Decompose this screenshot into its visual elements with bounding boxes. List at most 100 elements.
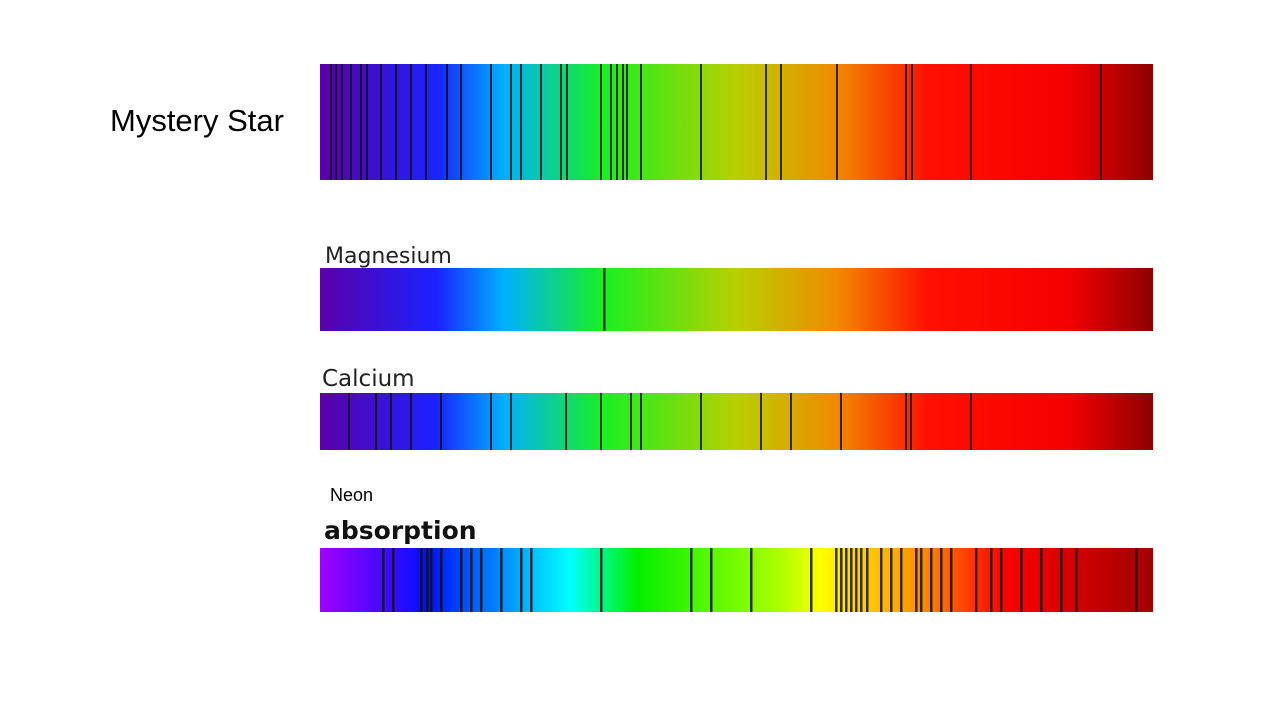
spectral-line — [1135, 548, 1138, 612]
spectral-line — [905, 393, 907, 450]
spectral-line — [600, 64, 602, 180]
spectral-line — [1040, 548, 1043, 612]
spectral-line — [460, 64, 462, 180]
spectral-line — [790, 393, 792, 450]
spectral-line — [560, 64, 562, 180]
spectral-line — [810, 548, 813, 612]
spectral-line — [600, 393, 602, 450]
spectral-line — [366, 64, 368, 180]
spectral-line — [910, 393, 912, 450]
spectral-line — [603, 268, 606, 331]
spectrum-sublabel: absorption — [324, 516, 477, 545]
spectral-line — [750, 548, 753, 612]
spectral-line — [930, 548, 933, 612]
spectral-line — [335, 64, 337, 180]
spectral-line — [940, 548, 943, 612]
magnesium-spectrum — [320, 268, 1153, 331]
mystery-label: Mystery Star — [110, 103, 284, 138]
spectral-line — [640, 393, 642, 450]
spectral-line — [565, 393, 567, 450]
spectral-line — [710, 548, 713, 612]
spectral-line — [341, 64, 343, 180]
spectral-line — [905, 64, 907, 180]
spectral-line — [392, 548, 395, 612]
spectral-line — [520, 64, 522, 180]
spectral-line — [845, 548, 848, 612]
neon-spectrum — [320, 548, 1153, 612]
spectral-line — [566, 64, 568, 180]
spectral-line — [765, 64, 767, 180]
spectral-line — [890, 548, 893, 612]
spectral-line — [640, 64, 642, 180]
spectral-line — [850, 548, 853, 612]
spectral-line — [840, 548, 843, 612]
spectral-line — [760, 393, 762, 450]
spectral-line — [626, 64, 628, 180]
spectral-line — [510, 393, 512, 450]
spectral-line — [510, 64, 512, 180]
spectral-line — [380, 64, 382, 180]
spectral-line — [700, 393, 702, 450]
spectral-line — [970, 393, 972, 450]
spectral-line — [630, 393, 632, 450]
spectral-line — [622, 64, 624, 180]
spectrum-label: Neon — [330, 485, 373, 505]
spectral-line — [470, 548, 473, 612]
spectral-line — [860, 548, 863, 612]
spectral-line — [1020, 548, 1023, 612]
spectral-line — [520, 548, 523, 612]
spectral-line — [990, 548, 993, 612]
spectral-line — [350, 64, 352, 180]
spectral-line — [410, 393, 412, 450]
spectral-line — [1000, 548, 1003, 612]
spectral-line — [390, 393, 392, 450]
spectral-line — [420, 548, 423, 612]
spectrum-label: Magnesium — [325, 244, 452, 269]
spectral-line — [920, 548, 923, 612]
spectral-line — [610, 64, 612, 180]
spectral-line — [835, 548, 838, 612]
spectral-line — [430, 548, 433, 612]
spectral-line — [446, 64, 448, 180]
spectral-line — [975, 548, 978, 612]
spectral-line — [840, 393, 842, 450]
spectral-line — [970, 64, 972, 180]
spectral-line — [1060, 548, 1063, 612]
spectral-line — [330, 64, 332, 180]
spectral-line — [426, 548, 429, 612]
spectral-line — [382, 548, 385, 612]
spectrum-label: Calcium — [322, 366, 415, 392]
spectral-line — [375, 393, 377, 450]
spectral-line — [440, 548, 443, 612]
spectral-line — [780, 64, 782, 180]
spectral-line — [530, 548, 533, 612]
spectral-line — [700, 64, 702, 180]
spectral-line — [616, 64, 618, 180]
spectral-line — [540, 64, 542, 180]
spectral-line — [480, 548, 483, 612]
spectral-line — [460, 548, 463, 612]
spectral-line — [866, 548, 869, 612]
spectral-line — [690, 548, 693, 612]
spectral-line — [440, 393, 442, 450]
spectral-line — [425, 64, 427, 180]
spectral-line — [915, 548, 918, 612]
spectral-line — [855, 548, 858, 612]
spectral-line — [1100, 64, 1102, 180]
star-spectrum — [320, 64, 1153, 180]
spectral-line — [1075, 548, 1078, 612]
spectral-line — [410, 64, 412, 180]
spectral-line — [600, 548, 603, 612]
spectral-line — [836, 64, 838, 180]
spectral-line — [900, 548, 903, 612]
spectral-line — [500, 548, 503, 612]
spectral-line — [395, 64, 397, 180]
spectral-line — [950, 548, 953, 612]
spectral-line — [490, 64, 492, 180]
spectral-line — [490, 393, 492, 450]
spectral-line — [360, 64, 362, 180]
spectral-line — [348, 393, 350, 450]
spectral-line — [911, 64, 913, 180]
calcium-spectrum — [320, 393, 1153, 450]
